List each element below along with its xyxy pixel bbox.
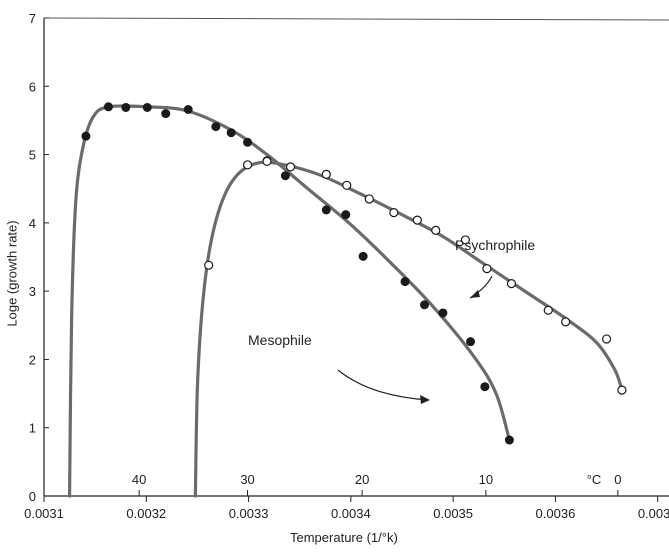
psychrophile-point (412, 215, 422, 225)
psychrophile-point (262, 156, 272, 166)
x-axis-title: Temperature (1/°k) (290, 530, 398, 545)
mesophile-point (438, 308, 448, 318)
y-axis-title: Loge (growth rate) (4, 220, 20, 327)
psychrophile-point (431, 225, 441, 235)
mesophile-point (142, 102, 152, 112)
mesophile-label: Mesophile (248, 332, 312, 348)
x-tick-label: 0.0034 (331, 506, 371, 521)
mesophile-point (466, 337, 476, 347)
psychrophile-point (364, 194, 374, 204)
mesophile-point (81, 131, 91, 141)
mesophile-arrow (337, 369, 429, 401)
psychrophile-point (204, 260, 214, 270)
psychrophile-point (321, 169, 331, 179)
data-markers (81, 102, 627, 445)
chart-labels: Psychrophile Mesophile (248, 237, 535, 404)
celsius-unit-label: °C (587, 472, 602, 487)
psychrophile-point (561, 317, 571, 327)
psychrophile-point (506, 279, 517, 289)
y-tick-label: 3 (29, 284, 36, 299)
mesophile-point (480, 382, 490, 392)
mesophile-point (321, 205, 331, 215)
x-tick-label: 0.0032 (126, 506, 166, 521)
top-border-line (43, 17, 669, 21)
axes: 0 1 2 3 4 5 6 7 0.0031 0.0032 0.0033 0.0034 0.0035 0.… (24, 11, 669, 521)
y-tick-label: 5 (29, 148, 36, 163)
mesophile-point (226, 128, 236, 138)
psychrophile-point (601, 334, 612, 344)
x-tick-label: 0.0037 (638, 506, 669, 521)
celsius-tick-label: 10 (479, 472, 493, 487)
mesophile-point (161, 109, 171, 119)
y-tick-label: 0 (29, 489, 36, 504)
psychrophile-point (342, 180, 352, 190)
psychrophile-point (389, 208, 399, 218)
psychrophile-point (285, 162, 296, 172)
psychrophile-point (482, 264, 492, 274)
psychrophile-point (543, 305, 553, 315)
mesophile-point (121, 102, 131, 112)
celsius-tick-label: 30 (240, 472, 254, 487)
mesophile-point (243, 137, 253, 147)
mesophile-point (400, 277, 410, 287)
x-tick-label: 0.0036 (536, 506, 576, 521)
y-tick-label: 7 (29, 11, 36, 26)
mesophile-point (183, 105, 193, 115)
x-tick-label: 0.0031 (24, 506, 64, 521)
x-tick-label: 0.0033 (229, 506, 269, 521)
y-tick-label: 2 (29, 352, 36, 367)
psychrophile-arrowhead (470, 290, 480, 298)
psychrophile-label: Psychrophile (455, 237, 535, 253)
celsius-tick-label: 40 (132, 472, 146, 487)
psychrophile-point (617, 385, 627, 395)
celsius-tick-label: 20 (355, 472, 369, 487)
y-tick-label: 6 (29, 79, 36, 94)
mesophile-point (341, 210, 351, 220)
psychrophile-point (460, 235, 471, 245)
fit-curves (67, 104, 624, 498)
y-tick-label: 4 (29, 216, 36, 231)
mesophile-arrowhead (420, 395, 430, 404)
mesophile-point (358, 251, 368, 261)
mesophile-point (504, 435, 514, 445)
mesophile-point (280, 171, 290, 181)
x-tick-label: 0.0035 (433, 506, 473, 521)
celsius-tick-label: 0 (614, 472, 621, 487)
y-tick-label: 1 (29, 421, 36, 436)
mesophile-point (103, 102, 113, 112)
mesophile-point (211, 122, 221, 132)
psychrophile-point (242, 160, 253, 170)
mesophile-point (420, 300, 430, 310)
psychrophile-curve (193, 160, 624, 498)
